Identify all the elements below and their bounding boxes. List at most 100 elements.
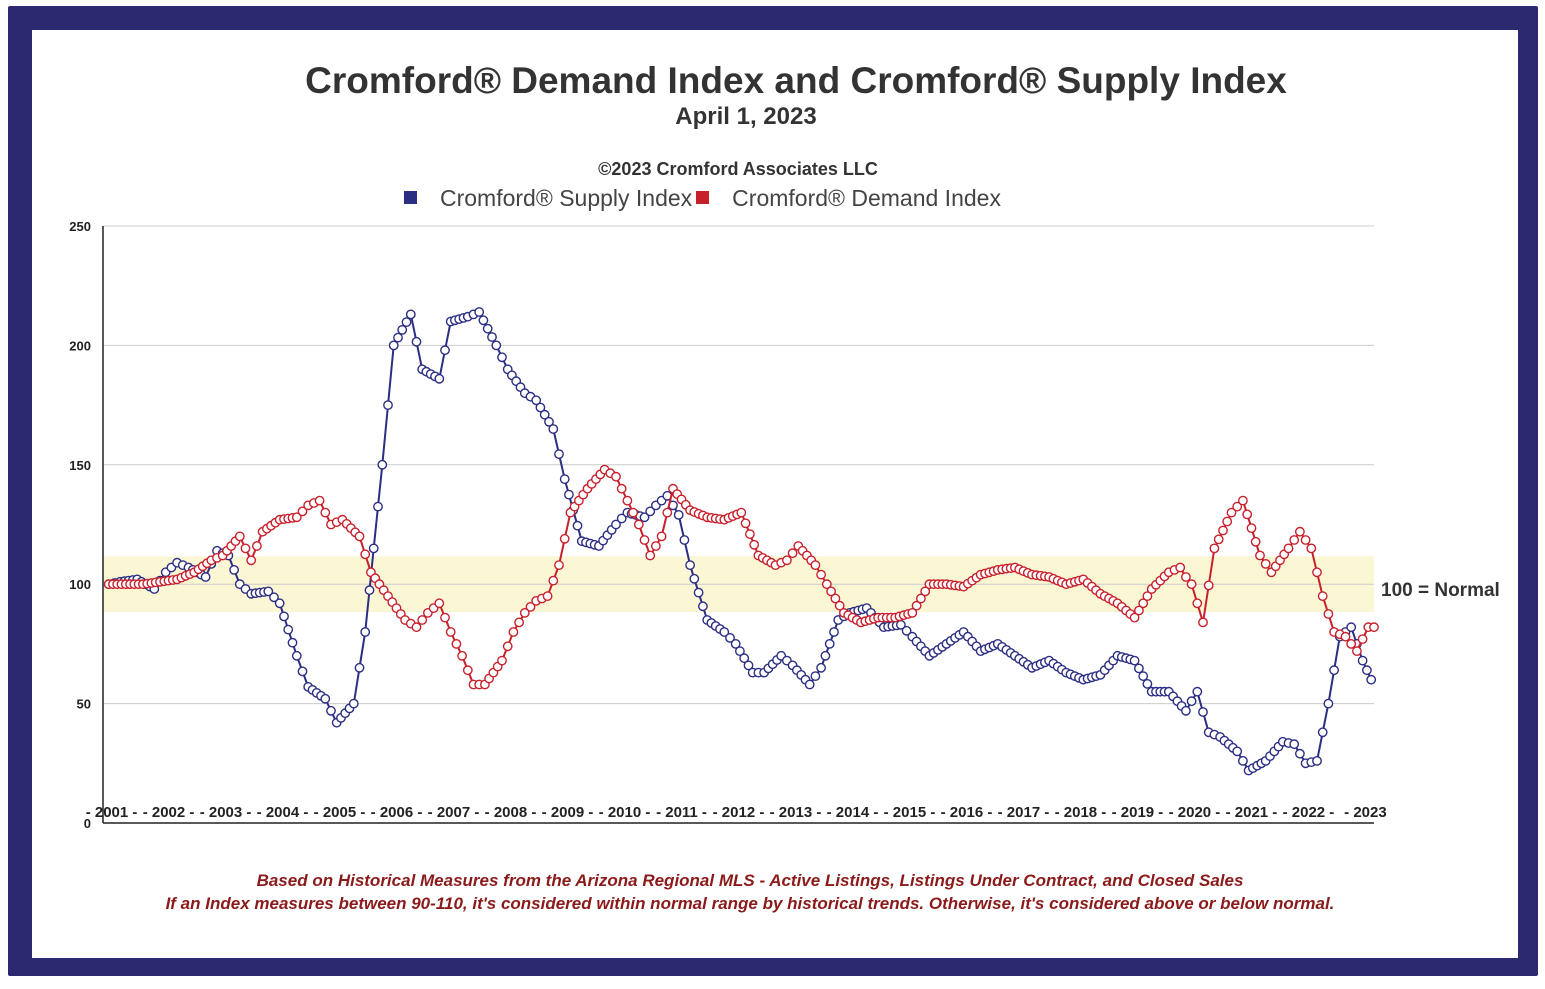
- demand-point: [782, 555, 792, 566]
- supply-point: [478, 315, 489, 326]
- demand-point: [1232, 501, 1243, 512]
- demand-point: [622, 495, 633, 506]
- legend-swatch-supply: [404, 191, 417, 205]
- supply-point: [297, 666, 308, 677]
- demand-point: [1142, 591, 1153, 601]
- chart-subtitle: April 1, 2023: [675, 103, 817, 130]
- supply-point: [1323, 698, 1334, 709]
- supply-point: [725, 633, 735, 643]
- supply-point: [291, 650, 302, 661]
- demand-point: [1242, 509, 1253, 520]
- supply-point: [348, 698, 359, 709]
- x-tick-label: - 2020 -: [1169, 804, 1221, 821]
- supply-point: [611, 519, 621, 530]
- supply-point: [497, 352, 507, 363]
- supply-point: [320, 693, 331, 704]
- supply-point: [229, 565, 240, 575]
- supply-point: [1142, 679, 1153, 689]
- x-tick-label: - 2011 -: [656, 804, 707, 821]
- demand-point: [514, 617, 524, 628]
- supply-point: [1357, 655, 1368, 666]
- supply-point: [364, 585, 375, 596]
- supply-point: [383, 400, 393, 410]
- x-tick-label: - 2014 -: [827, 804, 879, 821]
- legend-label-supply: Cromford® Supply Index: [440, 185, 693, 211]
- demand-point: [816, 569, 826, 580]
- demand-point: [320, 507, 331, 518]
- demand-point: [440, 612, 450, 623]
- chart-panel: [32, 30, 1518, 958]
- demand-point: [417, 615, 428, 625]
- demand-point: [1312, 567, 1322, 578]
- x-tick-label: - 2015 -: [884, 804, 936, 821]
- y-tick-label: 250: [69, 219, 91, 234]
- normal-band-label: 100 = Normal: [1381, 580, 1500, 601]
- x-tick-label: - 2002 -: [143, 804, 195, 821]
- demand-point: [1198, 617, 1208, 628]
- supply-point: [1329, 665, 1340, 676]
- x-tick-label: - 2013 -: [770, 804, 822, 821]
- supply-point: [482, 323, 493, 334]
- y-tick-label: 100: [69, 577, 91, 592]
- demand-point: [314, 495, 325, 506]
- legend-swatch-demand: [696, 191, 710, 205]
- demand-point: [246, 555, 257, 566]
- supply-point: [639, 512, 650, 523]
- demand-point: [451, 639, 462, 649]
- demand-point: [920, 586, 931, 597]
- demand-point: [1209, 543, 1220, 554]
- demand-point: [1203, 580, 1214, 591]
- y-tick-label: 50: [77, 697, 91, 712]
- x-tick-label: - 2021 -: [1226, 804, 1278, 821]
- demand-point: [651, 541, 661, 551]
- demand-point: [525, 602, 536, 612]
- demand-point: [502, 641, 513, 652]
- demand-point: [639, 535, 650, 545]
- supply-point: [616, 513, 627, 524]
- demand-point: [1218, 525, 1228, 536]
- supply-point: [326, 705, 336, 716]
- supply-point: [689, 573, 700, 584]
- supply-point: [279, 611, 289, 622]
- supply-point: [698, 601, 708, 612]
- supply-point: [397, 324, 408, 335]
- demand-point: [611, 471, 621, 482]
- demand-point: [821, 579, 832, 590]
- supply-point: [824, 639, 835, 649]
- demand-point: [834, 600, 845, 611]
- supply-point: [354, 662, 365, 673]
- footnote-line-1: Based on Historical Measures from the Ar…: [256, 871, 1244, 890]
- supply-point: [730, 639, 741, 649]
- demand-point: [497, 655, 507, 666]
- supply-point: [287, 637, 298, 648]
- demand-point: [1222, 516, 1233, 527]
- supply-point: [487, 332, 497, 342]
- supply-point: [1312, 756, 1322, 766]
- y-tick-label: 200: [69, 338, 91, 353]
- supply-point: [1362, 665, 1372, 676]
- supply-point: [1238, 756, 1248, 766]
- supply-point: [373, 501, 383, 512]
- x-tick-label: - 2005 -: [314, 804, 366, 821]
- supply-point: [572, 520, 583, 531]
- y-tick-label: 0: [84, 816, 91, 831]
- supply-point: [393, 332, 403, 343]
- demand-point: [1226, 507, 1237, 518]
- y-tick-label: 150: [69, 458, 91, 473]
- demand-point: [234, 531, 245, 542]
- demand-point: [1175, 562, 1186, 573]
- supply-point: [411, 336, 422, 347]
- demand-point: [830, 593, 841, 604]
- demand-point: [740, 518, 751, 529]
- demand-point: [508, 627, 519, 637]
- legend-item-demand: Cromford® Demand Index: [692, 185, 1001, 212]
- supply-point: [200, 572, 211, 582]
- supply-point: [548, 424, 559, 434]
- demand-point: [1323, 609, 1334, 619]
- demand-point: [1317, 591, 1328, 601]
- x-tick-label: - 2023: [1344, 804, 1387, 821]
- demand-point: [1246, 523, 1257, 533]
- demand-point: [1295, 526, 1305, 537]
- demand-point: [1289, 535, 1300, 545]
